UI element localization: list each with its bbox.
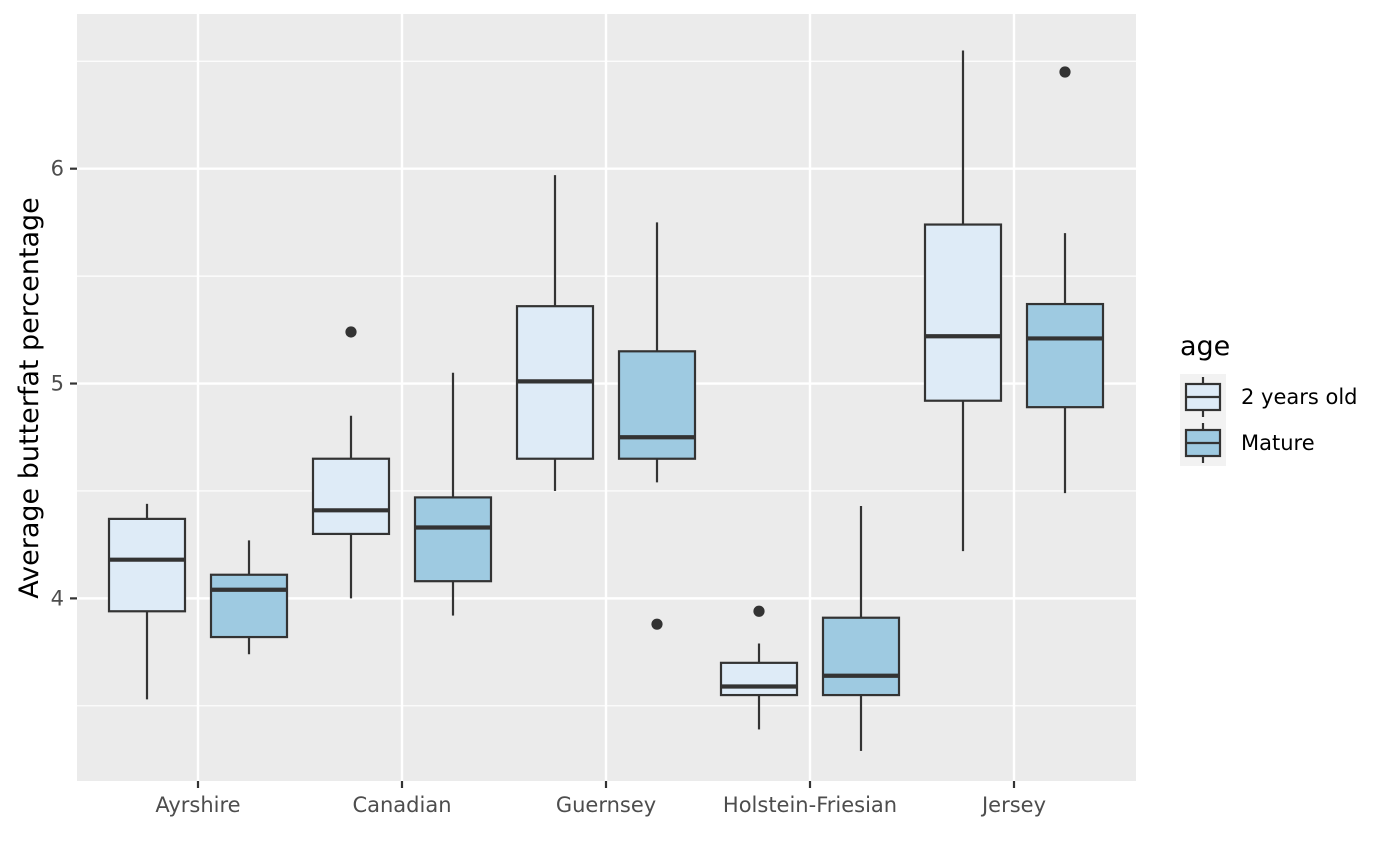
x-tick-label: Ayrshire (155, 793, 240, 817)
outlier-point (651, 618, 663, 630)
legend-key (1180, 374, 1226, 420)
box-body (617, 350, 697, 460)
box-holstein-friesian-mature (821, 505, 901, 751)
grid-major (77, 14, 1136, 781)
x-tick-label: Jersey (980, 793, 1046, 817)
box-body (209, 573, 289, 639)
y-tick-label: 4 (51, 586, 64, 610)
legend-title: age (1180, 331, 1230, 362)
boxes (107, 50, 1105, 751)
outlier-point (753, 605, 765, 617)
box-canadian-mature (413, 372, 493, 616)
box-body (311, 457, 391, 536)
box-holstein-friesian-two-years-old (719, 605, 799, 730)
legend: age 2 years old Mature (1180, 331, 1358, 466)
x-tick-label: Guernsey (556, 793, 656, 817)
x-axis: Ayrshire Canadian Guernsey Holstein-Friesia… (155, 781, 1046, 817)
box-body (923, 223, 1003, 402)
box-guernsey-two-years-old (515, 175, 595, 491)
x-tick-label: Canadian (352, 793, 451, 817)
box-jersey-two-years-old (923, 50, 1003, 552)
box-body (413, 496, 493, 583)
legend-label: Mature (1241, 431, 1315, 455)
box-ayrshire-two-years-old (107, 503, 187, 700)
x-tick-label: Holstein-Friesian (723, 793, 897, 817)
box-body (1025, 302, 1105, 409)
box-ayrshire-mature (209, 540, 289, 655)
outlier-point (345, 326, 357, 338)
box-jersey-mature (1025, 66, 1105, 494)
legend-label: 2 years old (1241, 385, 1358, 409)
y-axis: 4 5 6 (51, 157, 77, 610)
box-canadian-two-years-old (311, 326, 391, 599)
legend-key (1180, 420, 1226, 466)
y-tick-label: 5 (51, 372, 64, 396)
y-tick-label: 6 (51, 157, 64, 181)
box-body (821, 616, 901, 697)
box-body (107, 517, 187, 613)
box-body (719, 661, 799, 697)
y-axis-title: Average butterfat percentage (14, 197, 45, 599)
box-guernsey-mature (617, 222, 697, 630)
outlier-point (1059, 66, 1071, 78)
